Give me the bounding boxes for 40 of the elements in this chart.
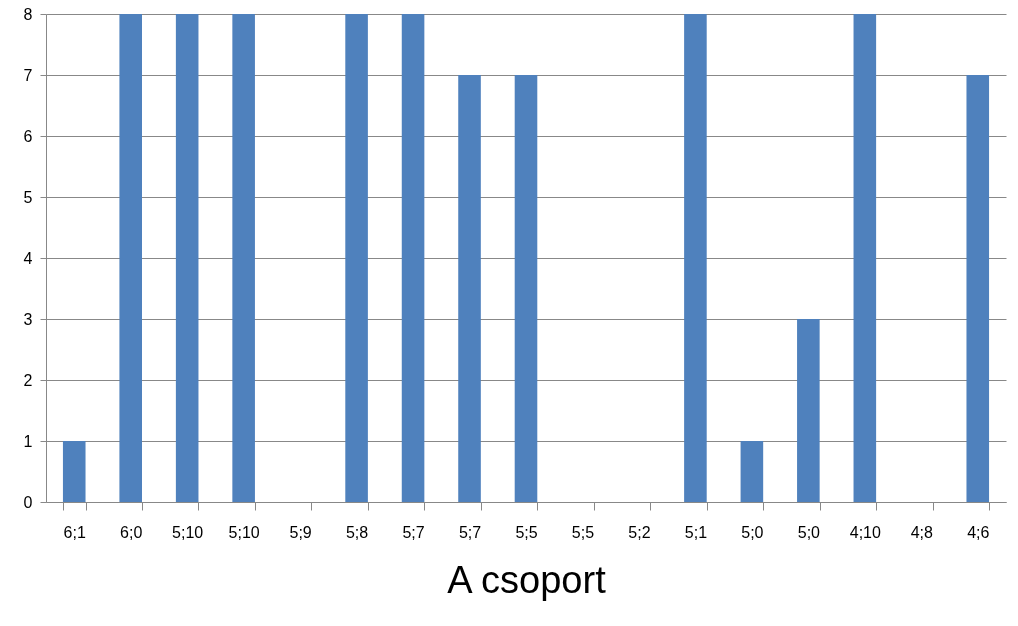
bar: [684, 14, 707, 502]
x-tick-label: 5;10: [172, 523, 204, 541]
bar: [458, 75, 481, 502]
x-tick-label: 5;9: [289, 523, 312, 541]
x-tick-label: 5;2: [628, 523, 651, 541]
bar: [345, 14, 368, 502]
y-tick-label: 3: [23, 310, 33, 328]
bar: [175, 14, 199, 502]
y-tick-label: 1: [23, 432, 33, 450]
x-tick-label: 6;1: [63, 523, 86, 541]
bar: [740, 441, 764, 502]
x-tick-label: 5;5: [571, 523, 595, 541]
x-tick-label: 5;0: [741, 523, 764, 541]
bar: [853, 14, 877, 502]
x-tick-label: 5;1: [684, 523, 708, 541]
bar: [232, 14, 255, 502]
x-tick-label: 5;8: [345, 523, 369, 541]
x-tick-label: 5;7: [458, 523, 482, 541]
y-tick-label: 4: [23, 249, 33, 267]
x-tick-label: 6;0: [120, 523, 143, 541]
x-axis-title: A csoport: [447, 558, 607, 601]
y-tick-label: 5: [23, 188, 33, 206]
x-tick-label: 5;7: [402, 523, 425, 541]
x-tick-label: 4;6: [967, 523, 990, 541]
x-tick-label: 5;5: [515, 523, 538, 541]
bar: [797, 319, 820, 502]
x-tick-label: 4;10: [849, 523, 881, 541]
y-tick-label: 6: [23, 127, 33, 145]
bar: [401, 14, 425, 502]
bar: [62, 441, 86, 502]
y-tick-label: 8: [23, 5, 33, 23]
bar: [966, 75, 990, 502]
y-tick-label: 7: [23, 66, 33, 84]
y-tick-label: 2: [23, 371, 33, 389]
x-tick-label: 5;0: [797, 523, 821, 541]
y-tick-label: 0: [23, 493, 33, 511]
bar: [514, 75, 538, 502]
bar: [119, 14, 142, 502]
x-tick-label: 5;10: [228, 523, 260, 541]
x-tick-label: 4;8: [910, 523, 934, 541]
